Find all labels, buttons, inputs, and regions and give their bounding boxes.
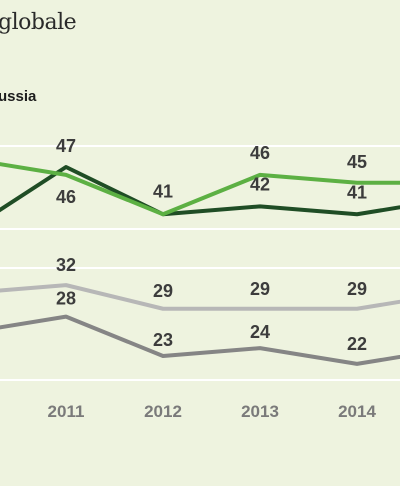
data-label-s1-2014: 45 xyxy=(347,152,367,172)
series-line-0 xyxy=(0,165,400,217)
chart-subtitle: ussia xyxy=(0,88,37,105)
series-line-1 xyxy=(0,162,400,217)
data-label-s3-2012: 23 xyxy=(153,330,173,350)
data-label-s0-2011: 47 xyxy=(56,136,76,156)
data-label-s0-2013: 42 xyxy=(250,174,270,194)
data-label-s2-2014: 29 xyxy=(347,279,367,299)
x-tick-label-2011: 2011 xyxy=(48,402,85,421)
chart-title: globale xyxy=(0,10,77,35)
series-line-2 xyxy=(0,283,400,311)
data-label-s0-2014: 41 xyxy=(347,182,367,202)
data-label-s3-2013: 24 xyxy=(250,322,270,342)
data-label-s3-2011: 28 xyxy=(56,289,76,309)
data-label-s2-2011: 32 xyxy=(56,255,76,275)
x-tick-label-2013: 2013 xyxy=(241,402,279,421)
x-tick-label-2014: 2014 xyxy=(338,402,376,421)
data-label-s1-2013: 46 xyxy=(250,143,270,163)
series-line-3 xyxy=(0,314,400,366)
data-label-s2-2013: 29 xyxy=(250,279,270,299)
x-tick-label-2012: 2012 xyxy=(144,402,182,421)
data-label-s0-2012: 41 xyxy=(153,181,173,201)
data-label-s2-2012: 29 xyxy=(153,281,173,301)
data-label-s1-2011: 46 xyxy=(56,187,76,207)
data-label-s3-2014: 22 xyxy=(347,334,367,354)
